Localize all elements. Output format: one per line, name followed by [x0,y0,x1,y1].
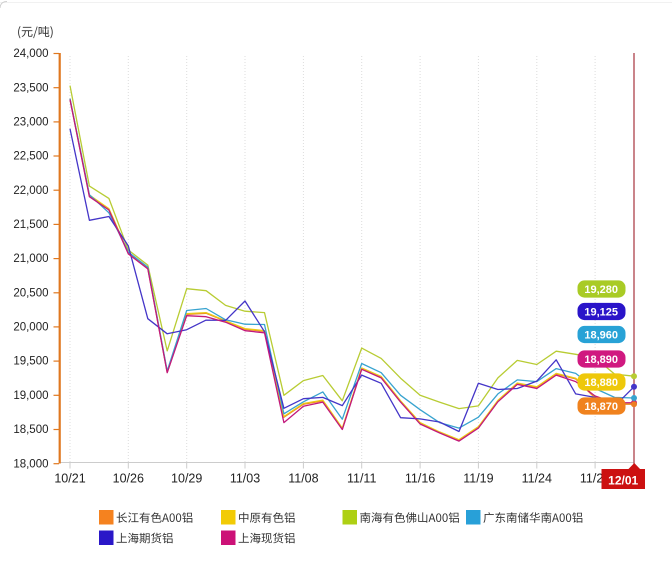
svg-text:10/29: 10/29 [171,472,202,486]
svg-text:19,500: 19,500 [13,356,48,368]
svg-text:12/01: 12/01 [608,473,638,487]
svg-text:11/24: 11/24 [522,472,552,486]
svg-text:18,870: 18,870 [584,401,618,413]
svg-text:23,500: 23,500 [13,82,48,94]
svg-text:19,000: 19,000 [13,390,48,402]
svg-text:11/03: 11/03 [230,472,260,486]
svg-text:20,500: 20,500 [13,287,48,299]
svg-text:18,500: 18,500 [13,424,48,436]
svg-text:18,960: 18,960 [584,330,618,342]
svg-text:18,000: 18,000 [13,458,48,470]
svg-text:21,500: 21,500 [13,219,48,231]
svg-text:20,000: 20,000 [13,322,48,334]
svg-text:22,500: 22,500 [13,151,48,163]
svg-text:10/26: 10/26 [113,472,144,486]
svg-text:24,000: 24,000 [13,48,48,60]
svg-text:21,000: 21,000 [13,253,48,265]
svg-text:19,280: 19,280 [584,284,618,296]
svg-text:11/08: 11/08 [288,472,318,486]
svg-text:11/16: 11/16 [405,472,435,486]
svg-text:18,890: 18,890 [584,354,618,366]
svg-text:22,000: 22,000 [13,185,48,197]
svg-text:11/19: 11/19 [463,472,493,486]
svg-text:19,125: 19,125 [584,307,618,319]
svg-text:23,000: 23,000 [13,117,48,129]
svg-text:11/11: 11/11 [347,472,376,486]
svg-text:10/21: 10/21 [54,472,85,486]
svg-text:18,880: 18,880 [584,377,618,389]
